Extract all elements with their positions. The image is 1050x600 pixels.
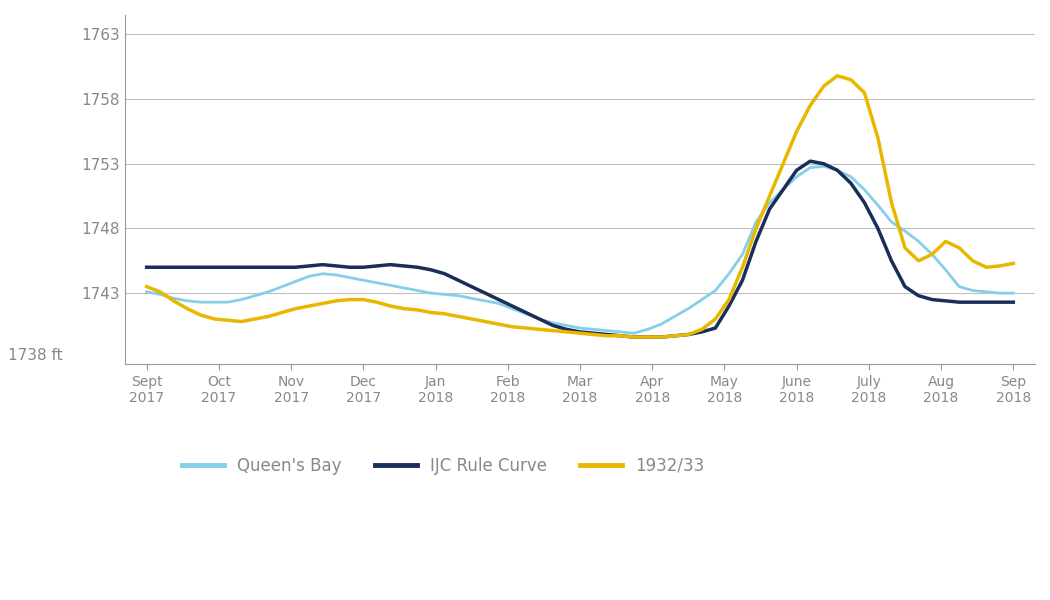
IJC Rule Curve — [1007, 299, 1020, 306]
Queen's Bay — [912, 238, 925, 245]
Queen's Bay — [1007, 290, 1020, 297]
Queen's Bay — [587, 326, 600, 333]
1932/33 — [980, 263, 992, 271]
Text: 1738 ft: 1738 ft — [8, 347, 63, 362]
Line: 1932/33: 1932/33 — [147, 76, 1013, 337]
IJC Rule Curve — [628, 334, 640, 341]
1932/33 — [398, 305, 411, 312]
Queen's Bay — [398, 284, 411, 292]
Queen's Bay — [818, 163, 831, 170]
IJC Rule Curve — [141, 263, 153, 271]
IJC Rule Curve — [343, 263, 356, 271]
IJC Rule Curve — [804, 158, 817, 165]
Queen's Bay — [141, 288, 153, 295]
1932/33 — [628, 334, 640, 341]
1932/33 — [587, 331, 600, 338]
1932/33 — [1007, 260, 1020, 267]
1932/33 — [343, 296, 356, 303]
Legend: Queen's Bay, IJC Rule Curve, 1932/33: Queen's Bay, IJC Rule Curve, 1932/33 — [183, 457, 705, 475]
Line: Queen's Bay: Queen's Bay — [147, 166, 1013, 333]
IJC Rule Curve — [912, 292, 925, 299]
Queen's Bay — [980, 288, 992, 295]
IJC Rule Curve — [398, 262, 411, 269]
Queen's Bay — [506, 305, 519, 312]
IJC Rule Curve — [506, 302, 519, 310]
IJC Rule Curve — [587, 329, 600, 337]
1932/33 — [831, 72, 843, 79]
Queen's Bay — [628, 329, 640, 337]
Line: IJC Rule Curve: IJC Rule Curve — [147, 161, 1013, 337]
IJC Rule Curve — [980, 299, 992, 306]
1932/33 — [506, 323, 519, 331]
Queen's Bay — [343, 274, 356, 281]
1932/33 — [912, 257, 925, 265]
1932/33 — [141, 283, 153, 290]
